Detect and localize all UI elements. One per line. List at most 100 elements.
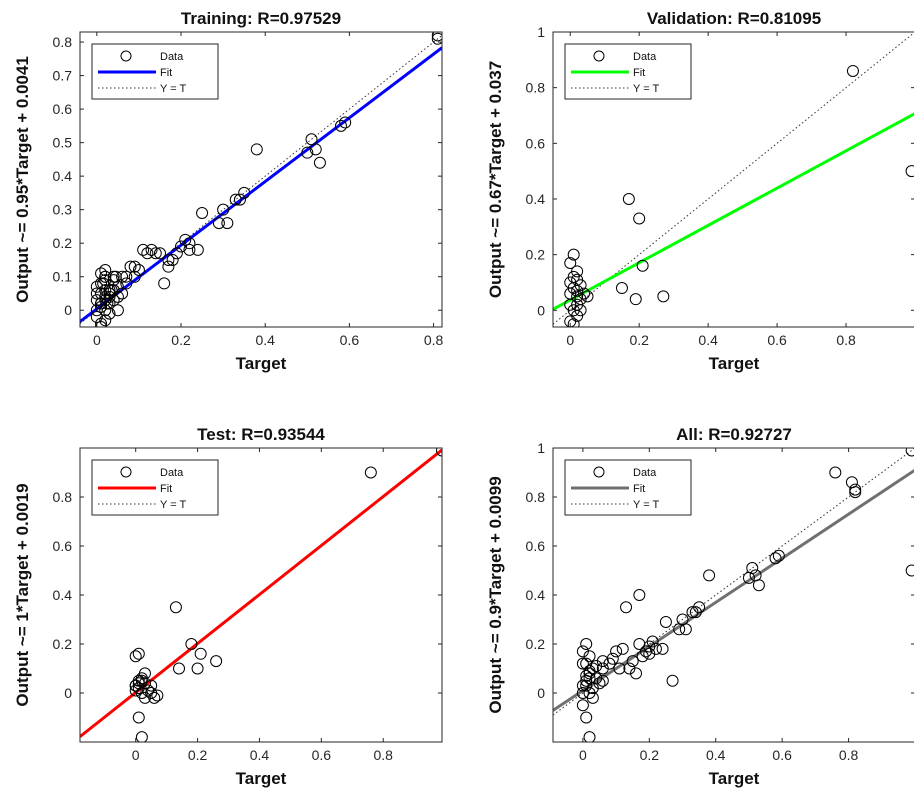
x-tick-label: 0.2: [188, 747, 208, 763]
data-point: [221, 217, 234, 230]
y-tick-label: 1: [537, 440, 545, 456]
legend-data-marker: [120, 466, 132, 478]
x-tick-label: 0: [566, 332, 574, 348]
x-tick-label: 0.8: [839, 747, 859, 763]
x-tick-label: 0.8: [836, 332, 856, 348]
y-axis-label: Output ~= 0.95*Target + 0.0041: [13, 56, 32, 303]
legend-identity-label: Y = T: [160, 499, 186, 511]
data-point: [173, 662, 186, 675]
x-tick-label: 0.4: [255, 332, 275, 348]
data-point: [574, 304, 587, 317]
data-point: [229, 193, 242, 206]
legend-identity-label: Y = T: [633, 83, 659, 95]
data-point: [564, 256, 577, 269]
data-point: [217, 203, 230, 216]
data-point: [576, 687, 589, 699]
legend-data-marker: [120, 50, 132, 62]
data-point: [179, 233, 192, 246]
legend-fit-label: Fit: [633, 483, 645, 495]
data-point: [666, 674, 679, 687]
data-point: [567, 248, 580, 261]
data-point: [233, 193, 246, 206]
data-point: [135, 731, 148, 742]
data-point: [111, 304, 124, 317]
plot-title: Validation: R=0.81095: [647, 9, 821, 28]
data-point: [615, 282, 628, 295]
data-point: [196, 207, 209, 220]
data-point: [169, 601, 182, 614]
data-point: [151, 689, 164, 702]
data-point: [334, 119, 347, 132]
data-point: [95, 321, 108, 327]
legend: Data Fit Y = T: [564, 43, 692, 100]
data-point: [99, 284, 112, 297]
data-point: [153, 247, 166, 260]
data-point: [128, 260, 141, 273]
data-point: [849, 483, 862, 496]
data-point: [250, 143, 263, 156]
data-point: [657, 290, 670, 303]
legend-data-marker: [593, 50, 605, 62]
data-point: [623, 662, 636, 675]
data-point: [129, 684, 142, 697]
x-axis-label: Target: [236, 769, 287, 788]
data-point: [622, 192, 635, 205]
y-tick-label: 0.2: [53, 636, 73, 652]
y-tick-label: 0.8: [53, 489, 73, 505]
data-point: [596, 674, 609, 687]
x-axis-label: Target: [709, 769, 760, 788]
x-tick-label: 0.4: [698, 332, 718, 348]
data-point: [567, 270, 580, 283]
data-point: [849, 486, 862, 499]
data-point: [829, 466, 842, 479]
data-point: [116, 270, 129, 283]
legend-data-label: Data: [633, 51, 657, 63]
data-point: [95, 317, 108, 327]
data-point: [629, 293, 642, 306]
data-point: [191, 662, 204, 675]
y-tick-label: 0: [537, 302, 545, 318]
data-point: [633, 212, 646, 225]
data-point: [175, 240, 188, 253]
y-tick-label: 0.2: [526, 636, 546, 652]
data-point: [101, 297, 114, 310]
data-point: [583, 672, 596, 685]
data-point: [752, 579, 765, 592]
y-axis-label: Output ~= 1*Target + 0.0019: [13, 483, 32, 706]
data-point: [90, 310, 103, 323]
data-point: [166, 253, 179, 266]
legend-fit-label: Fit: [160, 67, 172, 79]
data-point: [145, 687, 158, 699]
data-point: [659, 615, 672, 628]
x-tick-label: 0: [579, 747, 587, 763]
legend-fit-label: Fit: [160, 483, 172, 495]
data-point: [103, 290, 116, 303]
data-point: [120, 277, 133, 290]
data-point: [643, 647, 656, 660]
data-point: [183, 237, 196, 250]
data-point: [689, 606, 702, 619]
x-tick-label: 0.2: [640, 747, 660, 763]
y-tick-label: 0: [64, 685, 72, 701]
data-point: [613, 662, 626, 675]
x-tick-label: 0.6: [767, 332, 787, 348]
x-tick-label: 0.6: [312, 747, 332, 763]
plot-title: Training: R=0.97529: [181, 9, 341, 28]
legend-fit-label: Fit: [633, 67, 645, 79]
data-point: [162, 253, 175, 266]
data-point: [128, 270, 141, 283]
x-tick-label: 0.4: [706, 747, 726, 763]
plot-title: Test: R=0.93544: [197, 425, 325, 444]
regression-plot-2: 0 0.2 0.4 0.6 0.8 0 0.2 0.4 0.6 0.8 1 Validation: R…: [486, 9, 914, 373]
y-axis-label: Output ~= 0.67*Target + 0.037: [486, 61, 505, 298]
data-point: [145, 243, 158, 256]
legend-data-label: Data: [633, 467, 657, 479]
y-axis-label: Output ~= 0.9*Target + 0.0099: [486, 476, 505, 713]
data-point: [212, 217, 225, 230]
legend-data-marker: [593, 466, 605, 478]
data-point: [137, 243, 150, 256]
data-point: [339, 116, 352, 129]
data-point: [138, 691, 151, 704]
data-point: [431, 32, 442, 45]
